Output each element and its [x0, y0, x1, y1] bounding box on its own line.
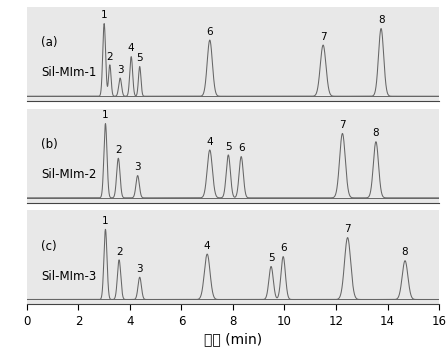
- Text: Sil-MIm-2: Sil-MIm-2: [41, 168, 97, 181]
- Text: (c): (c): [41, 240, 57, 253]
- Text: 5: 5: [136, 53, 143, 63]
- Text: (b): (b): [41, 138, 58, 151]
- Text: 5: 5: [225, 142, 232, 152]
- Text: 8: 8: [402, 247, 408, 257]
- Text: 1: 1: [102, 110, 109, 120]
- Text: 3: 3: [136, 264, 143, 274]
- Text: 2: 2: [115, 145, 122, 155]
- Text: 3: 3: [134, 162, 141, 172]
- Text: 1: 1: [101, 10, 108, 20]
- Text: Sil-MIm-1: Sil-MIm-1: [41, 67, 97, 79]
- Text: 7: 7: [339, 120, 346, 130]
- Text: (a): (a): [41, 36, 58, 49]
- Text: 8: 8: [373, 129, 379, 138]
- Text: 3: 3: [117, 65, 124, 75]
- Text: 6: 6: [280, 243, 287, 253]
- Text: 4: 4: [207, 137, 213, 147]
- Text: 7: 7: [344, 224, 351, 234]
- Text: 4: 4: [128, 43, 134, 53]
- Text: 6: 6: [207, 27, 213, 37]
- Text: 6: 6: [238, 143, 245, 153]
- Text: 5: 5: [268, 253, 274, 263]
- Text: Sil-MIm-3: Sil-MIm-3: [41, 270, 97, 283]
- Text: 8: 8: [378, 15, 384, 25]
- X-axis label: 时间 (min): 时间 (min): [204, 332, 262, 346]
- Text: 2: 2: [116, 247, 122, 257]
- Text: 4: 4: [204, 241, 211, 251]
- Text: 2: 2: [107, 52, 113, 62]
- Text: 1: 1: [102, 216, 109, 226]
- Text: 7: 7: [320, 32, 327, 42]
